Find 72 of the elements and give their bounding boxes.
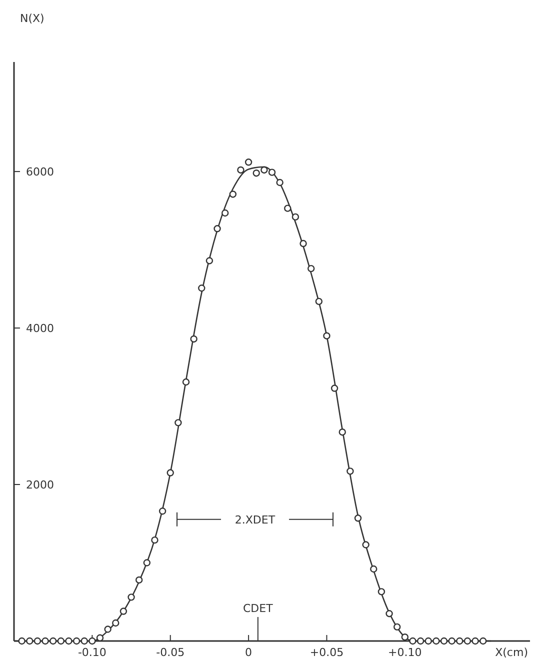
point: [214, 225, 221, 232]
point: [432, 637, 440, 645]
point: [151, 536, 158, 544]
point: [386, 610, 393, 618]
point: [252, 170, 260, 177]
point: [49, 637, 57, 645]
y-tick-label: 6000: [26, 165, 54, 178]
point: [57, 637, 65, 645]
point: [276, 178, 284, 186]
x-tick-label: 0: [245, 646, 252, 659]
point: [370, 565, 378, 573]
point: [440, 637, 448, 645]
point: [104, 626, 112, 633]
x-tick-label: -0.10: [78, 646, 106, 659]
point: [416, 637, 424, 645]
ref-line-label: CDET: [243, 602, 274, 615]
x-tick-label: +0.05: [310, 646, 344, 659]
point: [190, 335, 198, 343]
point: [401, 633, 409, 641]
point: [237, 166, 244, 174]
point: [330, 384, 338, 392]
point: [166, 469, 174, 476]
point: [409, 637, 416, 645]
point: [143, 559, 151, 566]
point: [378, 588, 386, 596]
point: [472, 637, 479, 645]
point: [323, 332, 330, 340]
point: [268, 168, 276, 176]
x-tick-label: -0.05: [156, 646, 185, 659]
point: [80, 637, 88, 645]
y-tick-label: 4000: [26, 322, 54, 335]
point: [362, 541, 370, 548]
point: [424, 637, 432, 645]
y-tick-label: 2000: [26, 478, 54, 492]
point: [292, 213, 300, 221]
point: [18, 637, 26, 645]
point: [307, 264, 315, 272]
point: [456, 637, 464, 645]
point: [229, 190, 237, 198]
point: [96, 634, 104, 642]
point: [448, 637, 456, 645]
point: [221, 209, 229, 217]
point: [300, 240, 307, 248]
point: [128, 594, 135, 601]
point: [464, 637, 472, 645]
point: [315, 298, 323, 306]
point: [42, 637, 49, 645]
point: [479, 637, 487, 645]
x-tick-label: +0.10: [388, 646, 422, 659]
point: [338, 428, 346, 436]
point: [65, 637, 72, 645]
point: [174, 419, 182, 426]
point: [120, 608, 128, 615]
point: [72, 637, 80, 645]
point: [198, 284, 206, 292]
annotation: 2.XDET: [234, 513, 276, 526]
y-axis-title: N(X): [20, 12, 44, 25]
point: [244, 158, 252, 166]
point: [158, 508, 166, 515]
point: [182, 378, 190, 386]
point: [34, 637, 42, 645]
point: [135, 576, 143, 584]
point: [354, 514, 362, 522]
point: [260, 166, 268, 174]
point: [88, 637, 96, 645]
point: [206, 257, 214, 264]
point: [346, 468, 354, 475]
point: [284, 204, 292, 212]
point: [393, 623, 401, 631]
point: [26, 637, 34, 645]
point: [112, 619, 120, 627]
x-axis-title: X(cm): [495, 646, 528, 659]
